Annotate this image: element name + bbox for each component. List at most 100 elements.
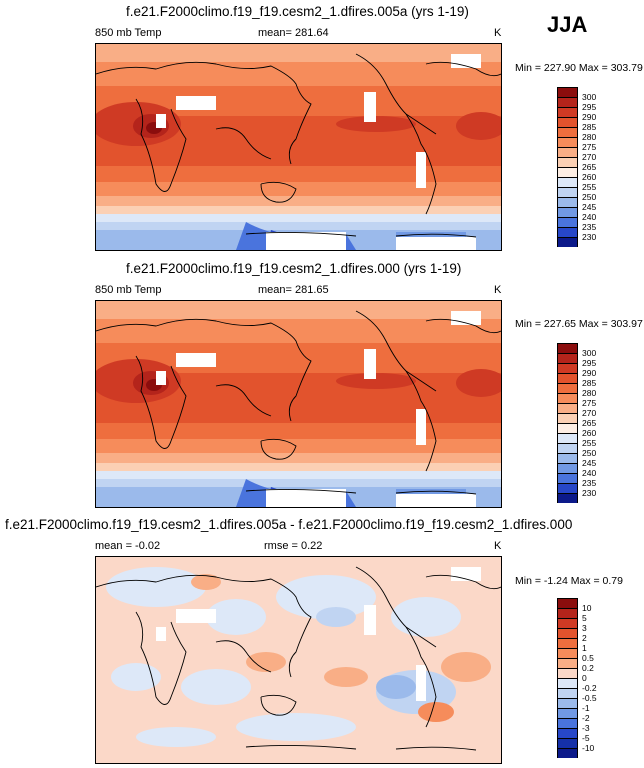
panel1-mean: mean= 281.64 [258,27,329,39]
panel3-mean: mean = -0.02 [95,540,161,552]
panel1-units: K [494,27,502,39]
colorbar-tick-label: 2 [582,633,587,643]
season-label: JJA [547,12,588,37]
colorbar-tick-label: -0.2 [582,683,597,693]
colorbar-swatch [557,167,578,177]
colorbar-swatch [557,708,578,718]
colorbar-tick-label: 250 [582,192,597,202]
colorbar-swatch [557,127,578,137]
colorbar-tick-label: 1 [582,643,587,653]
colorbar-tick-label: 270 [582,152,597,162]
colorbar-tick-label: 285 [582,122,597,132]
colorbar-tick-label: 290 [582,112,597,122]
colorbar-swatch [557,598,578,608]
colorbar-swatch [557,157,578,167]
colorbar-tick-label: 295 [582,102,597,112]
colorbar-tick-label: 3 [582,623,587,633]
colorbar-tick-label: 0.2 [582,663,594,673]
colorbar-swatch [557,688,578,698]
colorbar-tick-label: -0.5 [582,693,597,703]
colorbar-tick-label: 250 [582,448,597,458]
panel2-title: f.e21.F2000climo.f19_f19.cesm2_1.dfires.… [126,261,462,276]
colorbar-swatch [557,237,578,247]
colorbar-swatch [557,137,578,147]
colorbar-tick-label: 230 [582,488,597,498]
colorbar-swatch [557,107,578,117]
colorbar-tick-label: 285 [582,378,597,388]
colorbar-swatch [557,187,578,197]
colorbar-tick-label: 5 [582,613,587,623]
colorbar-tick-label: 295 [582,358,597,368]
colorbar-swatch [557,383,578,393]
colorbar-tick-label: -3 [582,723,590,733]
colorbar-swatch [557,668,578,678]
colorbar-tick-label: 280 [582,388,597,398]
colorbar-swatch [557,728,578,738]
colorbar-swatch [557,718,578,728]
colorbar-swatch [557,748,578,758]
colorbar-swatch [557,738,578,748]
colorbar-swatch [557,217,578,227]
panel2-mean: mean= 281.65 [258,284,329,296]
colorbar-swatch [557,638,578,648]
colorbar-swatch [557,177,578,187]
panel3-units: K [494,540,502,552]
colorbar-swatch [557,443,578,453]
colorbar-tick-label: 235 [582,478,597,488]
panel1-minmax: Min = 227.90 Max = 303.79 [515,62,643,74]
colorbar-tick-label: 280 [582,132,597,142]
colorbar-swatch [557,403,578,413]
panel1-map [95,43,502,251]
colorbar-swatch [557,117,578,127]
colorbar-tick-label: 10 [582,603,592,613]
colorbar-swatch [557,97,578,107]
colorbar-tick-label: 245 [582,458,597,468]
panel2-map [95,300,502,508]
colorbar-swatch [557,353,578,363]
colorbar-tick-label: 255 [582,438,597,448]
colorbar-tick-label: 260 [582,428,597,438]
panel2-minmax: Min = 227.65 Max = 303.97 [515,318,643,330]
colorbar-tick-label: 0.5 [582,653,594,663]
colorbar-swatch [557,658,578,668]
colorbar-swatch [557,473,578,483]
colorbar-tick-label: 240 [582,468,597,478]
panel1-colorbar: 300 295 290 285 280 275 270 265 260 255 250 245 240 2… [557,87,596,247]
colorbar-tick-label: -2 [582,713,590,723]
panel2-variable: 850 mb Temp [95,284,162,296]
colorbar-tick-label: -1 [582,703,590,713]
colorbar-tick-label: 270 [582,408,597,418]
colorbar-tick-label: 275 [582,398,597,408]
colorbar-tick-label: 235 [582,222,597,232]
colorbar-swatch [557,433,578,443]
colorbar-swatch [557,373,578,383]
colorbar-swatch [557,363,578,373]
colorbar-swatch [557,393,578,403]
colorbar-tick-label: 260 [582,172,597,182]
colorbar-swatch [557,618,578,628]
colorbar-swatch [557,343,578,353]
panel3-title: f.e21.F2000climo.f19_f19.cesm2_1.dfires.… [5,517,573,532]
colorbar-swatch [557,423,578,433]
colorbar-tick-label: 240 [582,212,597,222]
colorbar-swatch [557,227,578,237]
colorbar-tick-label: 265 [582,418,597,428]
panel3-colorbar: 10 5 3 2 1 0.5 0.2 0 -0.2 -0.5 -1 -2 -3 -5 -10 [557,598,597,758]
panel2-colorbar: 300 295 290 285 280 275 270 265 260 255 250 245 240 2… [557,343,596,503]
panel1-title: f.e21.F2000climo.f19_f19.cesm2_1.dfires.… [126,4,469,19]
panel3-rmse: rmse = 0.22 [264,540,323,552]
colorbar-tick-label: 0 [582,673,587,683]
colorbar-tick-label: -5 [582,733,590,743]
colorbar-tick-label: 245 [582,202,597,212]
colorbar-tick-label: 300 [582,92,597,102]
colorbar-swatch [557,493,578,503]
colorbar-swatch [557,698,578,708]
colorbar-swatch [557,207,578,217]
colorbar-tick-label: -10 [582,743,595,753]
colorbar-tick-label: 275 [582,142,597,152]
colorbar-swatch [557,463,578,473]
colorbar-swatch [557,147,578,157]
panel2-units: K [494,284,502,296]
colorbar-tick-label: 290 [582,368,597,378]
panel1-variable: 850 mb Temp [95,27,162,39]
